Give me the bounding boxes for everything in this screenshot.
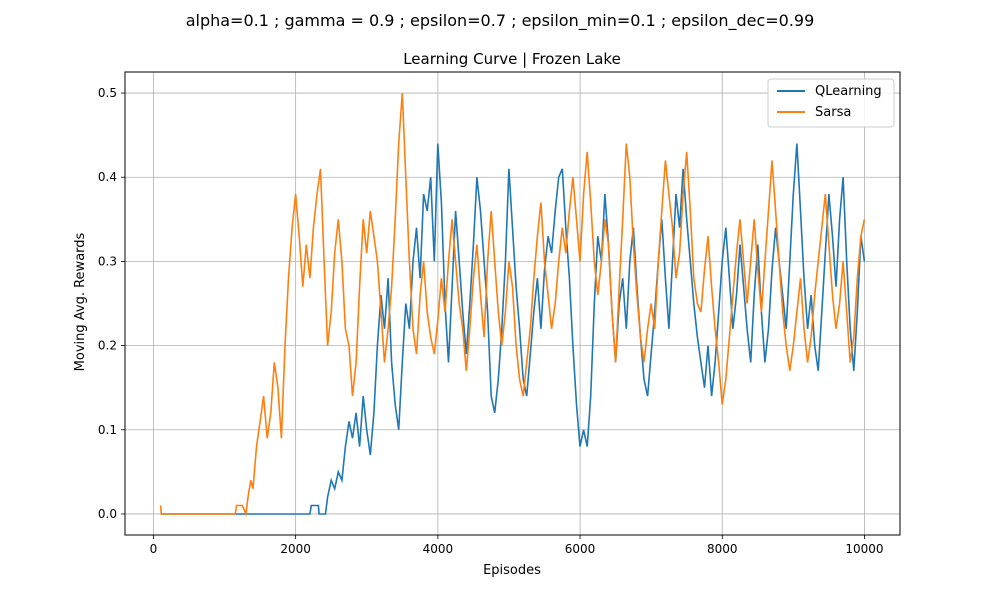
series-line-qlearning: [160, 143, 866, 515]
y-tick-label: 0.0: [98, 507, 117, 521]
legend-label-sarsa: Sarsa: [815, 105, 851, 120]
figure-suptitle: alpha=0.1 ; gamma = 0.9 ; epsilon=0.7 ; …: [186, 11, 815, 31]
y-tick-label: 0.1: [98, 423, 117, 437]
x-tick-label: 0: [150, 542, 158, 556]
x-tick-label: 4000: [423, 542, 454, 556]
y-tick-label: 0.3: [98, 254, 117, 268]
x-tick-label: 10000: [845, 542, 883, 556]
axis-ticks: 0 2000 4000 6000 8000 10000 0.0 0.1 0.2 0.3 0.4 0.5: [98, 86, 884, 556]
x-tick-label: 6000: [565, 542, 596, 556]
chart-title: Learning Curve | Frozen Lake: [403, 50, 621, 68]
y-axis-label: Moving Avg. Rewards: [73, 232, 88, 371]
series-layer: [159, 92, 866, 518]
legend: QLearning Sarsa: [767, 78, 895, 128]
y-tick-label: 0.4: [98, 170, 117, 184]
y-tick-label: 0.2: [98, 339, 117, 353]
x-axis-label: Episodes: [483, 563, 541, 578]
series-line-sarsa: [159, 92, 866, 518]
y-tick-label: 0.5: [98, 86, 117, 100]
x-tick-label: 2000: [280, 542, 311, 556]
legend-label-qlearning: QLearning: [815, 84, 882, 99]
plot-frame: [124, 71, 901, 536]
x-tick-label: 8000: [707, 542, 738, 556]
